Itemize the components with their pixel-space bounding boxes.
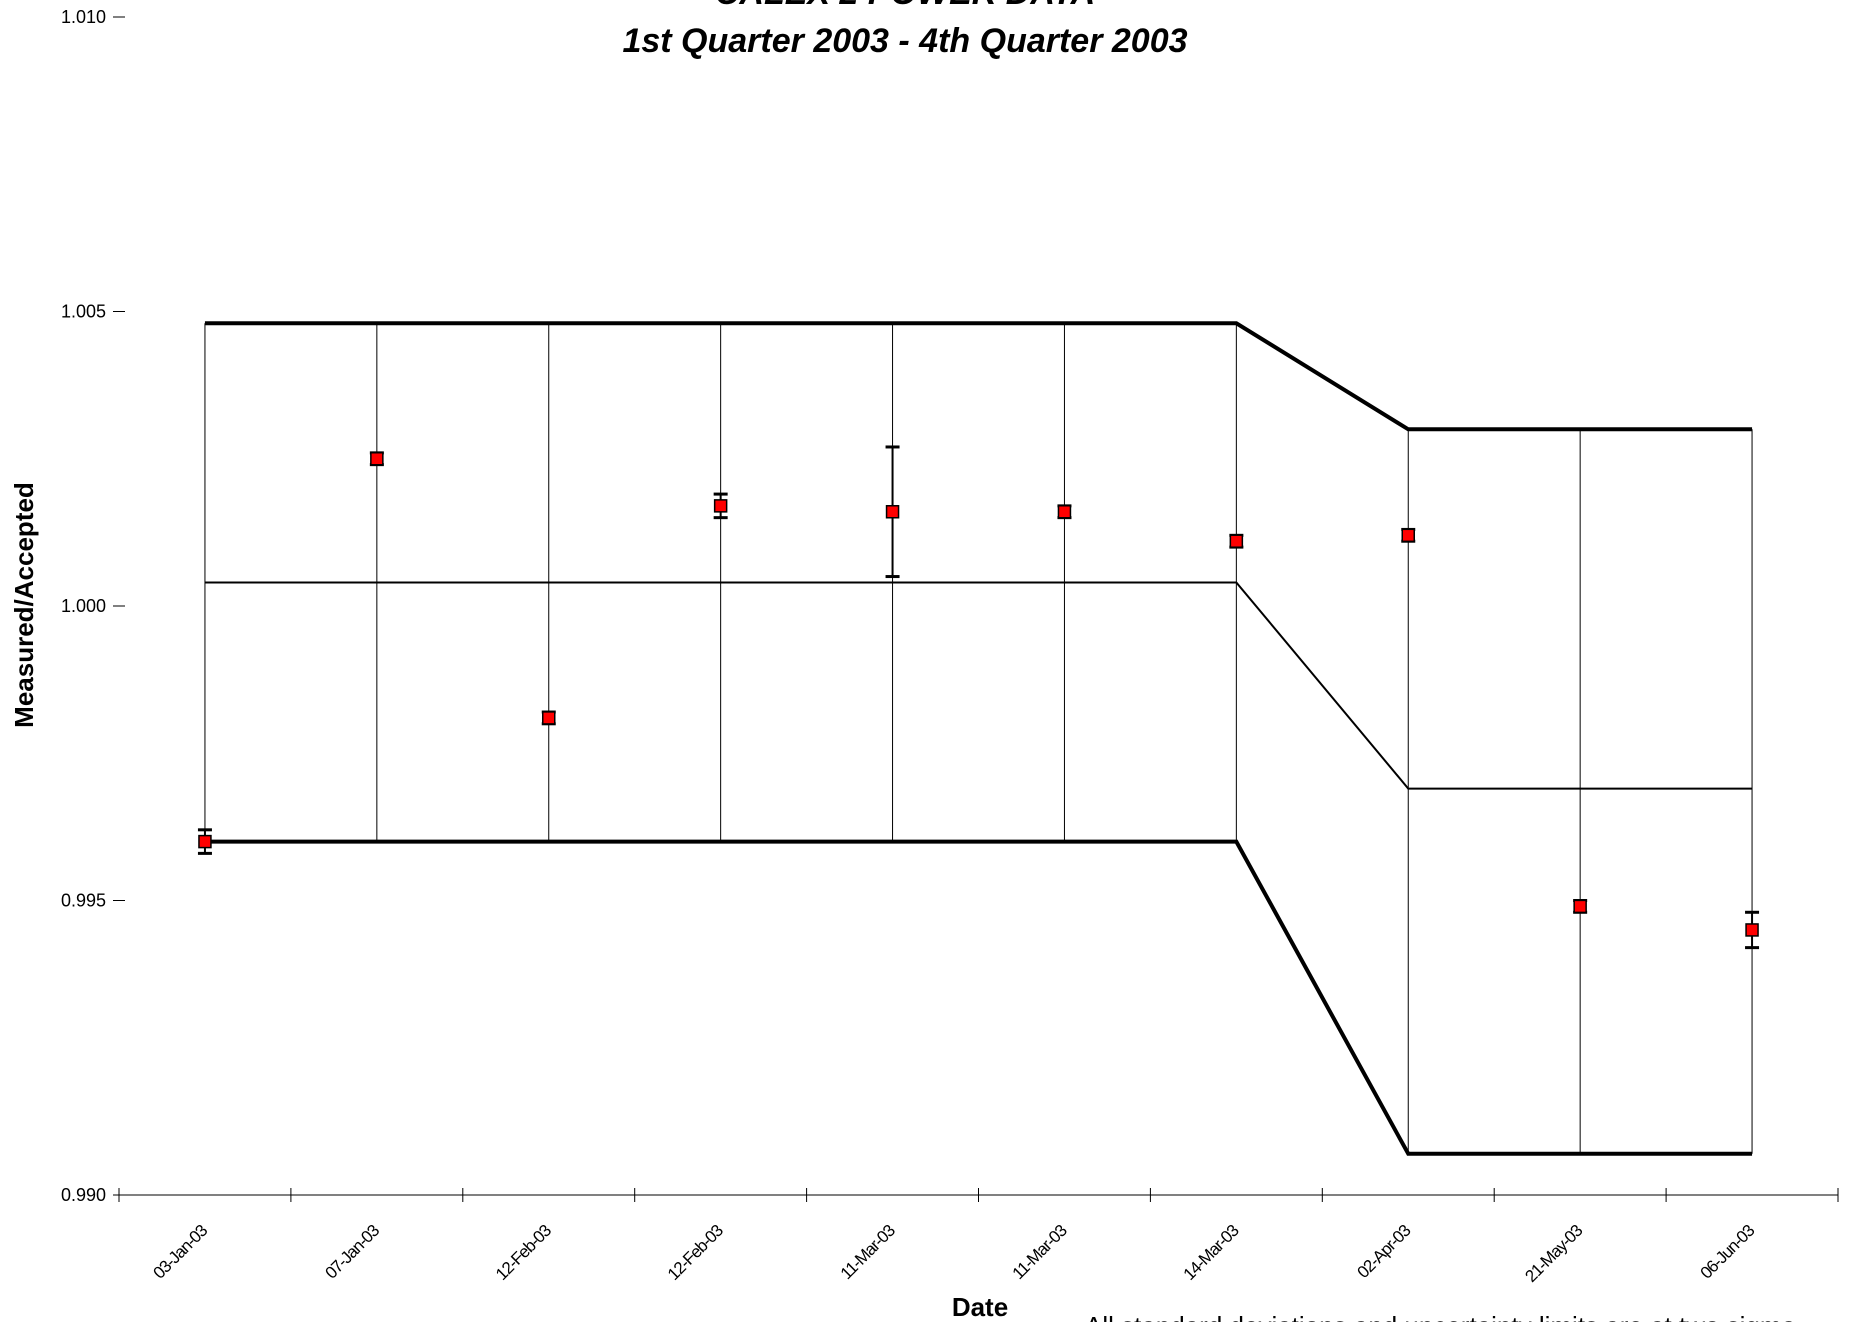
x-tick-label: 14-Mar-03 <box>1180 1221 1243 1284</box>
data-point-marker <box>885 505 900 519</box>
vertical-gridlines <box>204 323 1753 1154</box>
lower-limit-line <box>204 839 1753 1156</box>
data-points <box>197 445 1760 950</box>
y-tick-label: 1.005 <box>61 302 106 322</box>
upper-limit-line <box>204 321 1753 432</box>
y-tick-label: 1.010 <box>61 7 106 27</box>
chart-subtitle: 1st Quarter 2003 - 4th Quarter 2003 <box>622 22 1187 60</box>
data-point-marker <box>1573 899 1587 914</box>
x-tick-label: 12-Feb-03 <box>664 1221 727 1284</box>
y-tick-label: 0.995 <box>61 891 106 911</box>
x-tick-label: 03-Jan-03 <box>150 1221 212 1283</box>
chart-title: CALEX 2 POWER DATA <box>715 0 1095 12</box>
axes: 03-Jan-03 07-Jan-03 12-Feb-03 12-Feb-03 11-M… <box>61 7 1839 1286</box>
x-tick-label: 21-May-03 <box>1521 1221 1586 1286</box>
data-point-marker <box>1401 528 1415 543</box>
x-tick-label: 07-Jan-03 <box>321 1221 383 1283</box>
x-tick-label: 11-Mar-03 <box>1009 1221 1071 1283</box>
data-point-marker <box>370 452 384 466</box>
mean-line <box>204 581 1753 790</box>
footnote: All standard deviations and uncertainty … <box>1085 1311 1803 1322</box>
data-point-marker <box>542 711 556 725</box>
data-point-marker <box>713 499 728 513</box>
data-point-marker <box>1229 534 1244 548</box>
data-point-marker <box>1057 505 1072 519</box>
x-tick-label: 02-Apr-03 <box>1354 1221 1415 1282</box>
y-axis-title: Measured/Accepted <box>9 482 39 728</box>
x-tick-label: 12-Feb-03 <box>492 1221 555 1284</box>
x-tick-label: 06-Jun-03 <box>1697 1221 1759 1283</box>
y-tick-label: 0.990 <box>61 1185 106 1205</box>
x-tick-label: 11-Mar-03 <box>837 1221 899 1283</box>
x-axis-title: Date <box>952 1292 1008 1322</box>
data-point-marker <box>1745 923 1759 937</box>
data-point-marker <box>198 834 212 849</box>
limit-lines <box>204 321 1753 1156</box>
y-tick-label: 1.000 <box>61 596 106 616</box>
